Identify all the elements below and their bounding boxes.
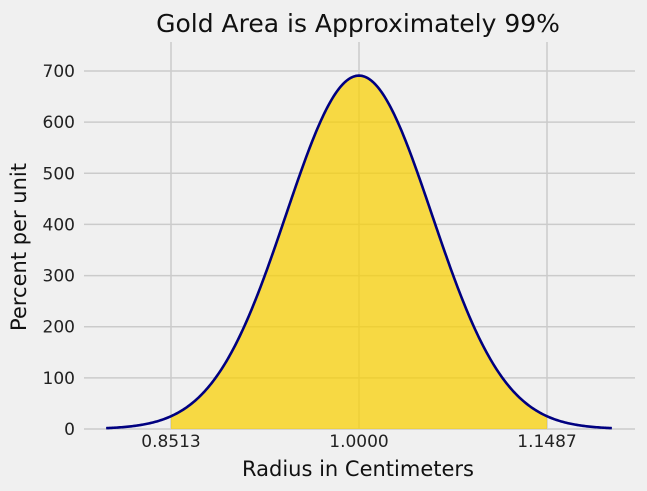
y-tick-label: 700 bbox=[43, 62, 75, 82]
y-tick-label: 0 bbox=[64, 420, 75, 440]
y-axis-label: Percent per unit bbox=[7, 163, 31, 331]
x-tick-label: 1.0000 bbox=[329, 432, 388, 452]
y-tick-label: 300 bbox=[43, 267, 75, 287]
y-tick-label: 100 bbox=[43, 369, 75, 389]
y-tick-label: 500 bbox=[43, 164, 75, 184]
normal-curve-line bbox=[106, 74, 612, 430]
y-tick-label: 200 bbox=[43, 318, 75, 338]
y-tick-label: 600 bbox=[43, 113, 75, 133]
x-tick-label: 1.1487 bbox=[517, 432, 576, 452]
chart-title: Gold Area is Approximately 99% bbox=[156, 9, 560, 38]
x-axis-label: Radius in Centimeters bbox=[242, 457, 474, 481]
plot-area bbox=[106, 74, 612, 430]
x-tick-label: 0.8513 bbox=[141, 432, 200, 452]
tick-labels: 0 100 200 300 400 500 600 700 0.8513 1.0000 1.1487 bbox=[43, 62, 577, 452]
shaded-area bbox=[171, 75, 547, 429]
y-tick-label: 400 bbox=[43, 215, 75, 235]
